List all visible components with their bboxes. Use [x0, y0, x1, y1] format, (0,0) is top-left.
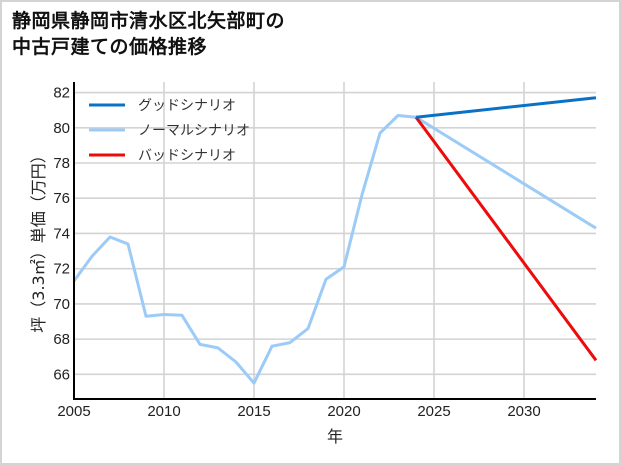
y-tick-label: 82 — [53, 85, 70, 102]
y-tick-label: 72 — [53, 261, 70, 278]
x-tick-label: 2005 — [57, 403, 90, 420]
legend-label-1: ノーマルシナリオ — [138, 123, 250, 139]
x-tick-label: 2025 — [417, 403, 450, 420]
series-line-0 — [415, 96, 597, 119]
grid-lines — [73, 82, 596, 399]
chart-title-line1: 静岡県静岡市清水区北矢部町の — [12, 10, 286, 32]
x-axis-title: 年 — [327, 427, 343, 446]
tick-labels: 2005 2010 2015 2020 2025 2030 66 68 70 72 74 76 78 80… — [53, 85, 540, 420]
x-tick-label: 2010 — [147, 403, 180, 420]
y-tick-label: 66 — [53, 366, 70, 383]
data-series — [72, 96, 598, 385]
y-tick-label: 76 — [53, 190, 70, 207]
legend-label-0: グッドシナリオ — [138, 98, 236, 114]
x-tick-label: 2015 — [237, 403, 270, 420]
x-tick-label: 2030 — [507, 403, 540, 420]
y-tick-label: 70 — [53, 296, 70, 313]
series-line-2 — [414, 116, 598, 362]
chart-title: 静岡県静岡市清水区北矢部町の 中古戸建ての価格推移 — [12, 8, 285, 60]
chart-title-line2: 中古戸建ての価格推移 — [12, 36, 208, 58]
y-tick-label: 68 — [53, 331, 70, 348]
y-axis-title: 坪（3.3㎡）単価（万円） — [29, 147, 48, 332]
series-line-1 — [72, 114, 597, 385]
axes — [73, 82, 596, 400]
y-tick-label: 74 — [53, 225, 70, 242]
y-tick-label: 80 — [53, 120, 70, 137]
legend-label-2: バッドシナリオ — [138, 148, 236, 164]
y-tick-label: 78 — [53, 155, 70, 172]
x-tick-label: 2020 — [327, 403, 360, 420]
